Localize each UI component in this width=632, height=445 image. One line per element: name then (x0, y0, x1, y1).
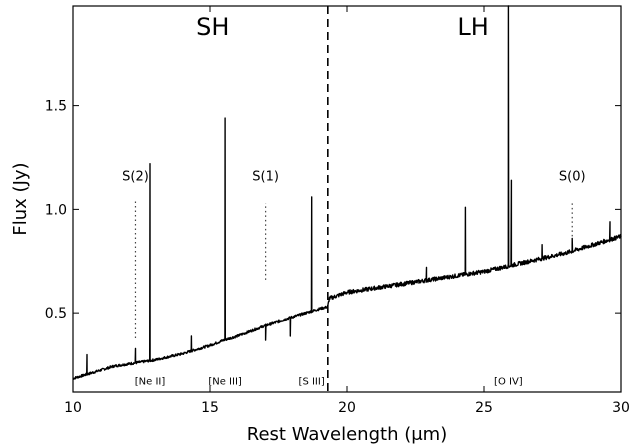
y-tick-label: 1.0 (45, 202, 67, 218)
region-label-lh: LH (457, 13, 488, 41)
y-axis-label: Flux (Jy) (10, 162, 31, 235)
annotations: SH LH S(2) S(1) S(0) [Ne II] [Ne III] [S III] [O… (122, 13, 585, 388)
ion-label: [S III] (299, 377, 325, 388)
ion-label: [O IV] (494, 377, 523, 388)
ion-label: [Ne II] (135, 377, 166, 388)
spectrum-line (72, 5, 622, 380)
x-tick-label: 10 (64, 400, 82, 416)
y-tick-label: 0.5 (45, 306, 67, 322)
x-axis-label: Rest Wavelength (μm) (247, 424, 447, 445)
y-tick-label: 1.5 (45, 99, 67, 115)
h2-line-label: S(1) (252, 169, 279, 184)
y-axis: 0.5 1.0 1.5 (45, 99, 621, 322)
ion-label: [Ne III] (208, 377, 242, 388)
x-tick-label: 20 (338, 400, 356, 416)
x-tick-label: 25 (475, 400, 493, 416)
x-axis: 10 15 20 25 30 (64, 6, 630, 416)
h2-line-label: S(0) (559, 169, 586, 184)
h2-line-label: S(2) (122, 169, 149, 184)
x-tick-label: 30 (612, 400, 630, 416)
x-tick-label: 15 (201, 400, 219, 416)
plot-frame (72, 5, 622, 393)
region-label-sh: SH (196, 13, 229, 41)
